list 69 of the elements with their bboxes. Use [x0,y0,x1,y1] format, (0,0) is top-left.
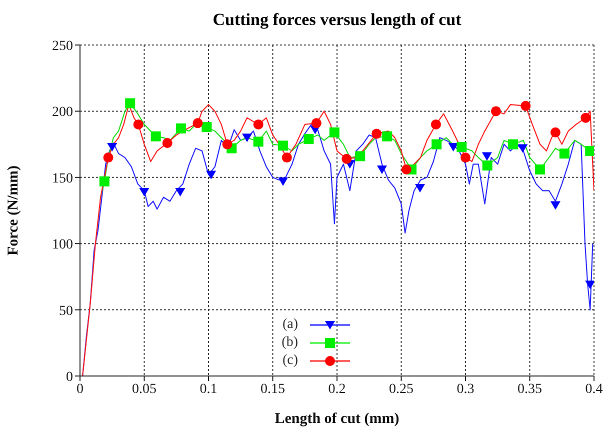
x-tick-label: 0.1 [200,382,218,397]
point [518,144,528,153]
point [372,128,382,139]
legend-label: (a) [281,317,298,333]
point [133,119,144,130]
chart-title: Cutting forces versus length of cut [212,10,462,30]
point [382,131,392,142]
point [550,201,560,210]
y-tick-label: 150 [52,171,73,186]
point [222,139,232,150]
x-tick-label: 0.2 [328,382,346,397]
y-tick-label: 200 [52,105,73,120]
point [253,136,264,147]
point [432,139,442,150]
point [415,184,426,192]
x-tick-label: 0.3 [456,382,474,397]
point [585,280,594,290]
point [150,131,161,142]
point [175,188,186,196]
point [192,118,203,128]
x-tick-label: 0.4 [585,382,603,397]
point [355,151,366,162]
point [460,152,470,163]
point [304,134,314,144]
legend-label: (b) [280,335,298,351]
point [490,106,501,116]
x-tick-label: 0.15 [260,382,285,397]
y-tick-label: 50 [59,304,73,319]
point [482,152,492,161]
point [342,154,352,164]
point [482,160,492,170]
point [508,139,518,150]
y-tick-label: 0 [66,370,73,385]
y-tick-label: 250 [52,38,73,54]
point [253,119,264,130]
y-tick-label: 100 [52,238,73,253]
point [107,142,118,152]
point [585,146,594,156]
x-axis-title: Length of cut (mm) [274,411,400,427]
point [520,100,531,111]
point [329,127,340,138]
point [282,152,292,163]
point [103,152,114,163]
point [99,176,110,186]
point [125,98,136,108]
point [448,142,458,152]
point [550,127,560,138]
point [430,119,441,130]
point [401,164,412,174]
point [278,140,288,151]
y-axis-title: Force (N/mm) [5,165,22,256]
x-tick-label: 0 [76,382,84,397]
x-tick-label: 0.05 [132,382,156,397]
point [580,112,591,123]
point [139,188,150,196]
point [176,123,186,134]
x-tick-label: 0.25 [389,382,414,397]
point [278,177,288,186]
point [206,170,216,180]
legend-label: (c) [281,353,298,369]
point [162,138,172,148]
point [456,142,467,152]
point [559,148,570,159]
point [311,118,322,128]
point [535,164,546,174]
point [202,122,212,132]
x-tick-label: 0.35 [518,382,542,397]
point [376,165,387,174]
point [242,134,252,142]
